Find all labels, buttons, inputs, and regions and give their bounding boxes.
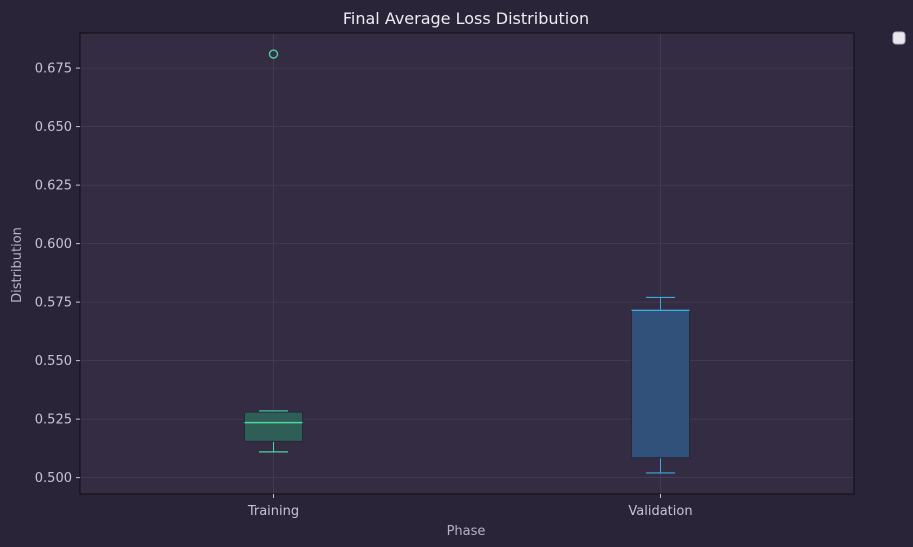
y-tick-label: 0.500	[35, 471, 72, 486]
chart-title: Final Average Loss Distribution	[343, 9, 589, 28]
y-axis-label: Distribution	[10, 227, 25, 303]
y-tick-label: 0.600	[35, 237, 72, 252]
plot-area	[80, 33, 854, 494]
box-iqr	[631, 309, 690, 459]
x-tick-label: Training	[247, 504, 299, 519]
box-training	[244, 49, 303, 453]
box-iqr	[244, 411, 303, 442]
x-axis-ticks: Training Validation	[247, 494, 693, 519]
y-tick-label: 0.525	[35, 413, 72, 428]
y-tick-label: 0.575	[35, 296, 72, 311]
y-axis-ticks: 0.500 0.525 0.550 0.575 0.600 0.625 0.650 0.675	[35, 62, 80, 486]
x-axis-label: Phase	[447, 524, 486, 539]
box-series	[244, 49, 690, 474]
outlier-point	[268, 49, 279, 59]
y-tick-label: 0.650	[35, 120, 72, 135]
plot-frame	[79, 32, 855, 495]
y-tick-label: 0.675	[35, 62, 72, 77]
box-validation	[631, 296, 690, 474]
x-tick-label: Validation	[628, 504, 692, 519]
legend-box	[892, 31, 906, 45]
y-tick-label: 0.550	[35, 354, 72, 369]
y-tick-label: 0.625	[35, 179, 72, 194]
